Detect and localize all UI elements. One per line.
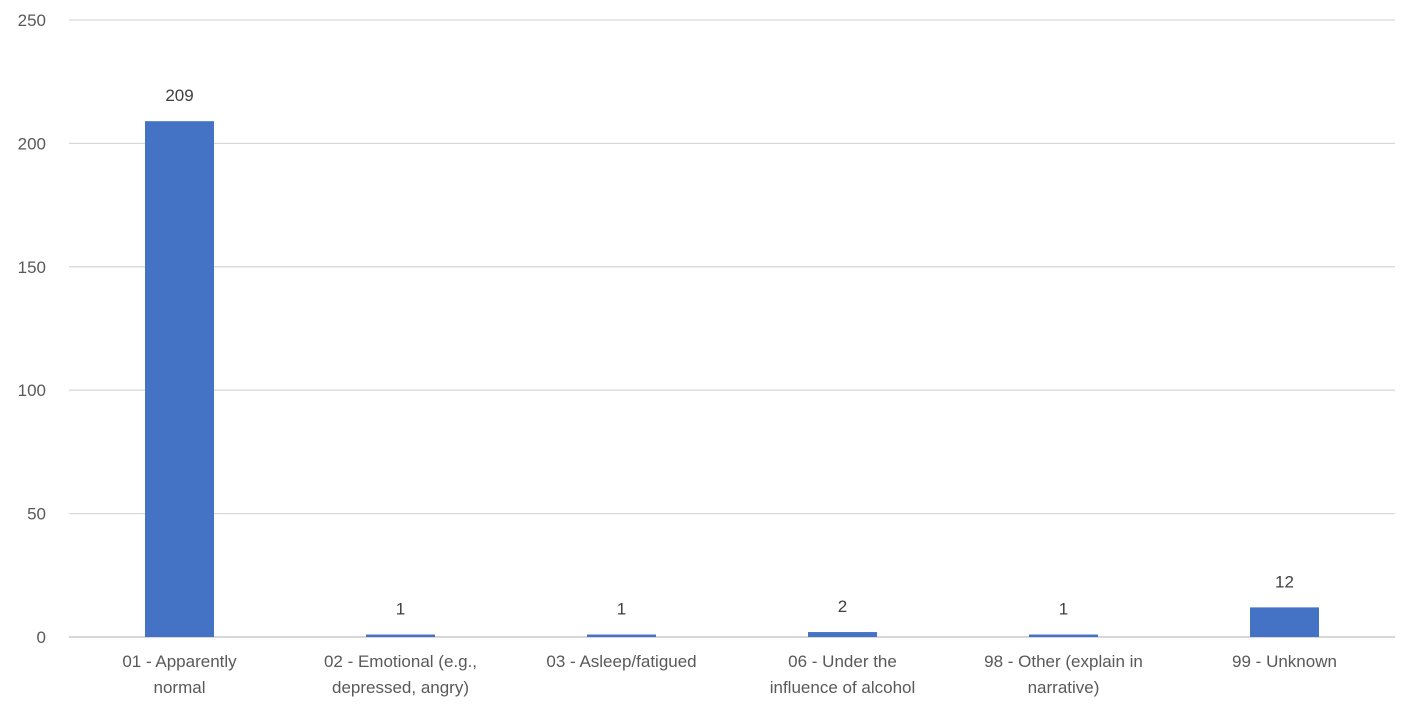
data-label: 12	[1275, 572, 1294, 591]
bar	[145, 121, 214, 638]
y-tick-label: 100	[18, 381, 46, 400]
x-tick-label: 03 - Asleep/fatigued	[546, 652, 696, 671]
bar	[366, 634, 435, 637]
bar	[808, 632, 877, 637]
data-label: 1	[1059, 600, 1068, 619]
x-tick-label: 06 - Under the influence of alcohol	[770, 652, 916, 697]
bar	[587, 634, 656, 637]
data-label: 209	[165, 86, 193, 105]
y-tick-label: 150	[18, 258, 46, 277]
gridlines	[69, 19, 1395, 638]
x-tick-label: 98 - Other (explain in narrative)	[984, 652, 1143, 697]
y-tick-label: 50	[27, 505, 46, 524]
data-label: 2	[838, 597, 847, 616]
y-tick-label: 0	[37, 628, 46, 647]
data-label: 1	[617, 600, 626, 619]
x-tick-label: 99 - Unknown	[1232, 652, 1337, 671]
bar	[1250, 607, 1319, 637]
bars	[145, 121, 1319, 638]
x-tick-label: 01 - Apparently normal	[122, 652, 237, 697]
y-tick-label: 200	[18, 134, 46, 153]
bar	[1029, 634, 1098, 637]
y-tick-label: 250	[18, 11, 46, 30]
y-axis-ticks: 0 50 100 150 200 250	[18, 11, 46, 647]
data-label: 1	[396, 600, 405, 619]
x-tick-label: 02 - Emotional (e.g., depressed, angry)	[324, 652, 477, 697]
x-axis-labels: 01 - Apparently normal 02 - Emotional (e.g…	[122, 652, 1337, 697]
